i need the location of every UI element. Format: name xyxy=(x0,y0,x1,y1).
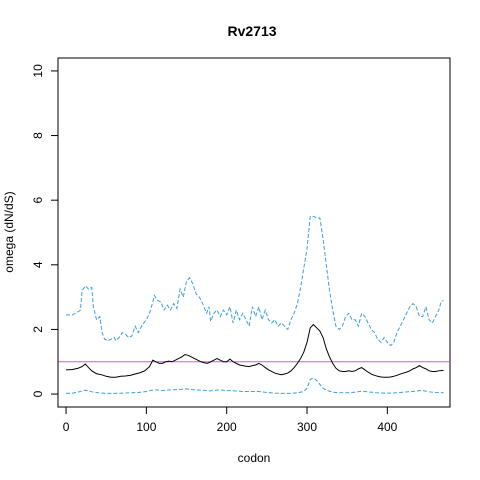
x-tick-label: 300 xyxy=(297,420,317,434)
series-layer xyxy=(66,215,444,394)
y-tick-label: 0 xyxy=(31,390,45,397)
chart-title: Rv2713 xyxy=(227,23,276,39)
plot-area-frame xyxy=(57,57,451,408)
x-tick-label: 200 xyxy=(217,420,237,434)
y-tick-label: 6 xyxy=(31,197,45,204)
y-axis-label: omega (dN/dS) xyxy=(2,191,16,272)
y-tick-label: 2 xyxy=(31,326,45,333)
x-tick-label: 0 xyxy=(63,420,70,434)
x-axis-label: codon xyxy=(238,451,271,465)
series-line-upper xyxy=(66,215,444,347)
y-tick-label: 4 xyxy=(31,261,45,268)
x-tick-label: 100 xyxy=(136,420,156,434)
y-tick-label: 8 xyxy=(31,132,45,139)
x-tick-label: 400 xyxy=(377,420,397,434)
y-axis: 0 2 4 6 8 10 xyxy=(31,64,59,397)
series-line-estimate xyxy=(66,323,444,378)
x-axis: 0 100 200 300 400 xyxy=(63,406,398,434)
series-line-lower xyxy=(66,377,444,394)
y-tick-label: 10 xyxy=(31,64,45,78)
